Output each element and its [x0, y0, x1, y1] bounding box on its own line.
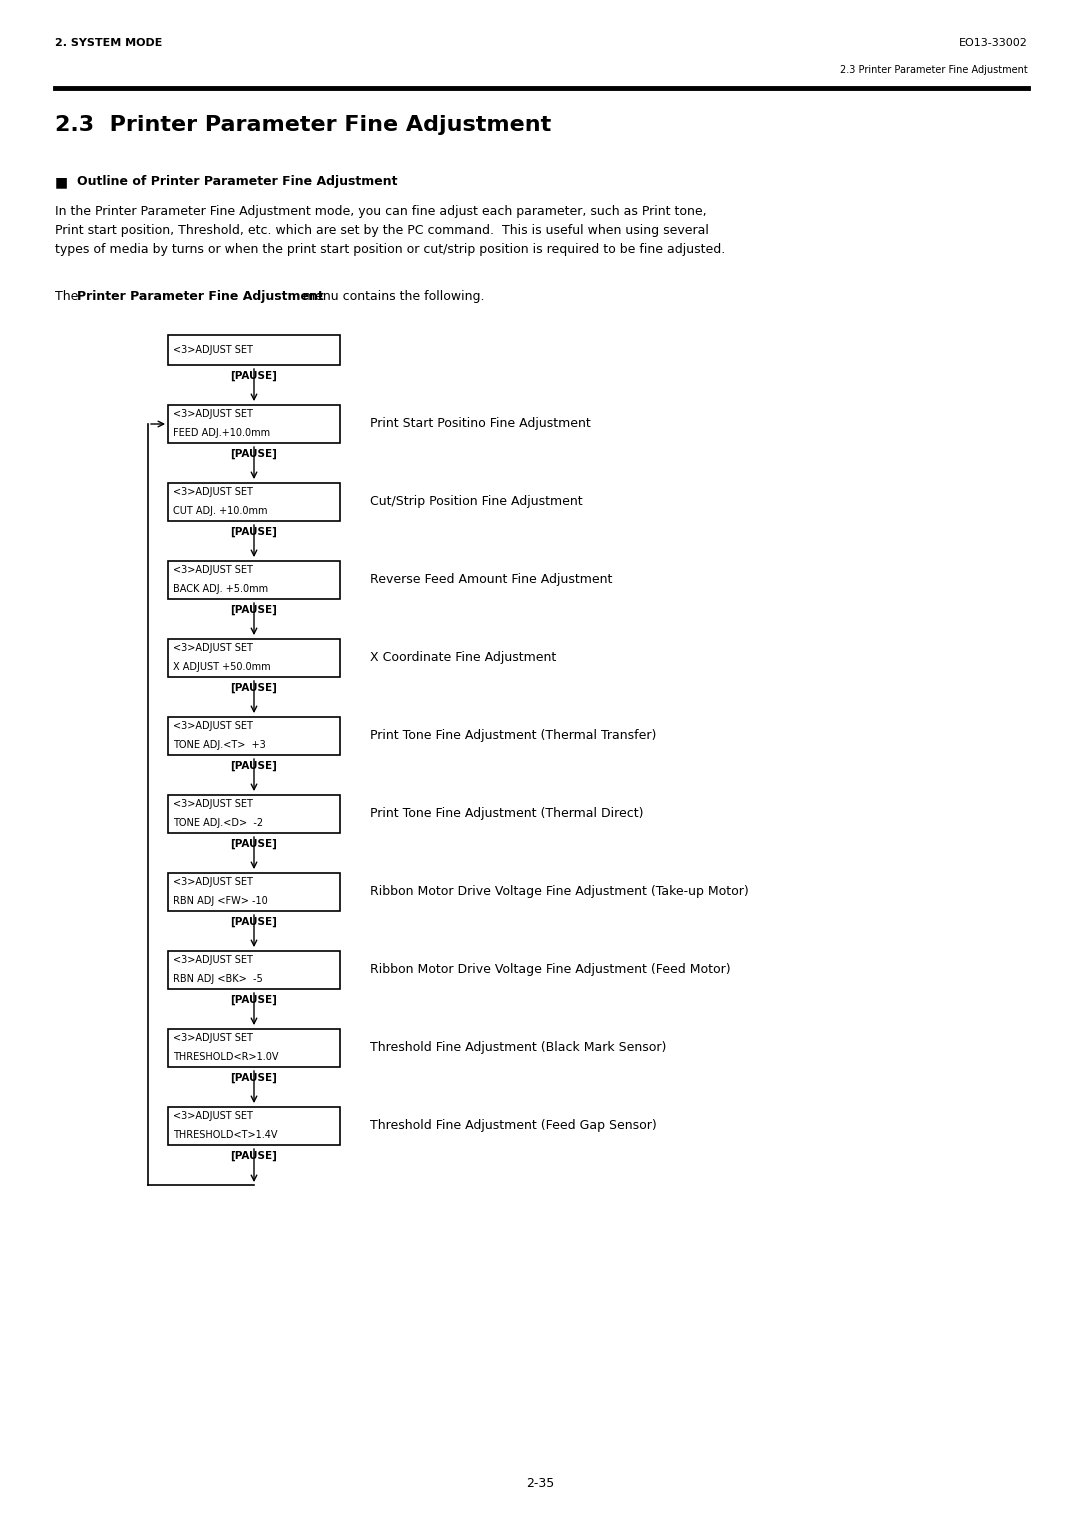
Text: <3>ADJUST SET: <3>ADJUST SET — [173, 345, 253, 354]
Text: <3>ADJUST SET: <3>ADJUST SET — [173, 799, 253, 808]
Text: Reverse Feed Amount Fine Adjustment: Reverse Feed Amount Fine Adjustment — [370, 573, 612, 587]
Text: BACK ADJ. +5.0mm: BACK ADJ. +5.0mm — [173, 584, 268, 594]
Text: 2-35: 2-35 — [526, 1478, 554, 1490]
Bar — [168, 872, 340, 911]
Text: EO13-33002: EO13-33002 — [959, 38, 1028, 47]
Text: [PAUSE]: [PAUSE] — [230, 371, 278, 380]
Bar — [168, 1028, 340, 1067]
Text: <3>ADJUST SET: <3>ADJUST SET — [173, 487, 253, 497]
Text: THRESHOLD<T>1.4V: THRESHOLD<T>1.4V — [173, 1131, 278, 1140]
Text: FEED ADJ.+10.0mm: FEED ADJ.+10.0mm — [173, 428, 270, 439]
Text: Cut/Strip Position Fine Adjustment: Cut/Strip Position Fine Adjustment — [370, 495, 582, 509]
Bar — [168, 717, 340, 755]
Text: [PAUSE]: [PAUSE] — [230, 1151, 278, 1161]
Text: THRESHOLD<R>1.0V: THRESHOLD<R>1.0V — [173, 1051, 279, 1062]
Text: [PAUSE]: [PAUSE] — [230, 683, 278, 694]
Text: 2.3 Printer Parameter Fine Adjustment: 2.3 Printer Parameter Fine Adjustment — [840, 66, 1028, 75]
Text: X Coordinate Fine Adjustment: X Coordinate Fine Adjustment — [370, 651, 556, 665]
Text: RBN ADJ <BK>  -5: RBN ADJ <BK> -5 — [173, 973, 262, 984]
Text: TONE ADJ.<T>  +3: TONE ADJ.<T> +3 — [173, 740, 266, 750]
Text: ■: ■ — [55, 176, 68, 189]
Text: Print Tone Fine Adjustment (Thermal Direct): Print Tone Fine Adjustment (Thermal Dire… — [370, 807, 644, 821]
Text: Print start position, Threshold, etc. which are set by the PC command.  This is : Print start position, Threshold, etc. wh… — [55, 225, 708, 237]
Text: Print Tone Fine Adjustment (Thermal Transfer): Print Tone Fine Adjustment (Thermal Tran… — [370, 729, 657, 743]
Bar — [168, 950, 340, 989]
Text: menu contains the following.: menu contains the following. — [299, 290, 485, 303]
Bar — [168, 795, 340, 833]
Text: <3>ADJUST SET: <3>ADJUST SET — [173, 721, 253, 730]
Text: [PAUSE]: [PAUSE] — [230, 995, 278, 1005]
Text: Outline of Printer Parameter Fine Adjustment: Outline of Printer Parameter Fine Adjust… — [77, 176, 397, 188]
Bar — [168, 561, 340, 599]
Text: [PAUSE]: [PAUSE] — [230, 449, 278, 458]
Bar — [168, 335, 340, 365]
Text: <3>ADJUST SET: <3>ADJUST SET — [173, 410, 253, 419]
Text: Threshold Fine Adjustment (Feed Gap Sensor): Threshold Fine Adjustment (Feed Gap Sens… — [370, 1120, 657, 1132]
Bar — [168, 483, 340, 521]
Text: [PAUSE]: [PAUSE] — [230, 1073, 278, 1083]
Text: The: The — [55, 290, 82, 303]
Text: Printer Parameter Fine Adjustment: Printer Parameter Fine Adjustment — [77, 290, 324, 303]
Text: Ribbon Motor Drive Voltage Fine Adjustment (Feed Motor): Ribbon Motor Drive Voltage Fine Adjustme… — [370, 964, 731, 976]
Bar — [168, 1106, 340, 1144]
Text: [PAUSE]: [PAUSE] — [230, 761, 278, 772]
Text: [PAUSE]: [PAUSE] — [230, 605, 278, 614]
Text: [PAUSE]: [PAUSE] — [230, 527, 278, 536]
Text: <3>ADJUST SET: <3>ADJUST SET — [173, 877, 253, 886]
Text: <3>ADJUST SET: <3>ADJUST SET — [173, 955, 253, 966]
Text: In the Printer Parameter Fine Adjustment mode, you can fine adjust each paramete: In the Printer Parameter Fine Adjustment… — [55, 205, 706, 219]
Text: <3>ADJUST SET: <3>ADJUST SET — [173, 643, 253, 652]
Text: 2. SYSTEM MODE: 2. SYSTEM MODE — [55, 38, 162, 47]
Text: types of media by turns or when the print start position or cut/strip position i: types of media by turns or when the prin… — [55, 243, 726, 257]
Text: TONE ADJ.<D>  -2: TONE ADJ.<D> -2 — [173, 817, 264, 828]
Text: CUT ADJ. +10.0mm: CUT ADJ. +10.0mm — [173, 506, 268, 516]
Text: [PAUSE]: [PAUSE] — [230, 917, 278, 927]
Text: 2.3  Printer Parameter Fine Adjustment: 2.3 Printer Parameter Fine Adjustment — [55, 115, 551, 134]
Text: <3>ADJUST SET: <3>ADJUST SET — [173, 1033, 253, 1044]
Text: X ADJUST +50.0mm: X ADJUST +50.0mm — [173, 662, 271, 672]
Bar — [168, 405, 340, 443]
Text: <3>ADJUST SET: <3>ADJUST SET — [173, 1111, 253, 1122]
Text: RBN ADJ <FW> -10: RBN ADJ <FW> -10 — [173, 895, 268, 906]
Bar — [168, 639, 340, 677]
Text: <3>ADJUST SET: <3>ADJUST SET — [173, 565, 253, 575]
Text: Print Start Positino Fine Adjustment: Print Start Positino Fine Adjustment — [370, 417, 591, 431]
Text: [PAUSE]: [PAUSE] — [230, 839, 278, 850]
Text: Ribbon Motor Drive Voltage Fine Adjustment (Take-up Motor): Ribbon Motor Drive Voltage Fine Adjustme… — [370, 886, 748, 898]
Text: Threshold Fine Adjustment (Black Mark Sensor): Threshold Fine Adjustment (Black Mark Se… — [370, 1042, 666, 1054]
